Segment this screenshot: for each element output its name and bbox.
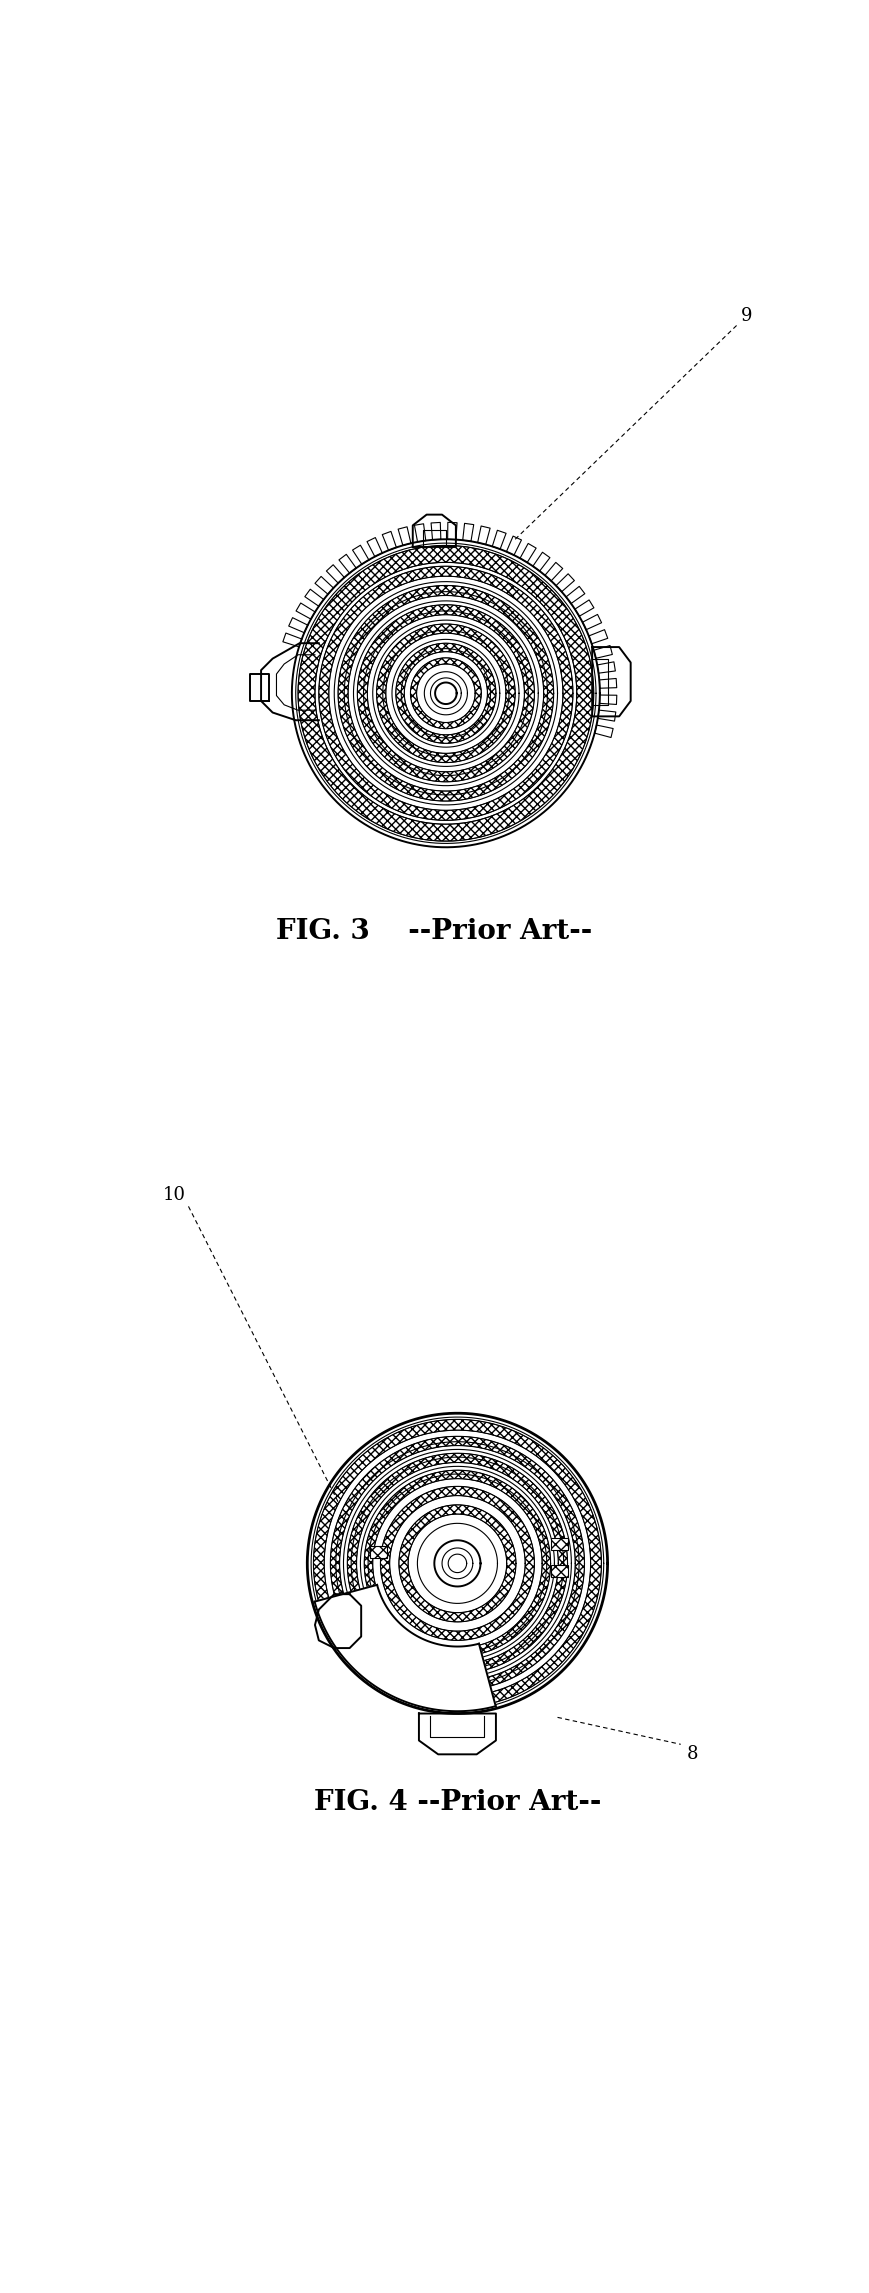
Text: 9: 9 [740,307,751,326]
Polygon shape [434,683,456,704]
Text: 10: 10 [163,1185,185,1204]
Text: FIG. 4 --Prior Art--: FIG. 4 --Prior Art-- [314,1789,600,1816]
Bar [551,1539,567,1550]
Text: 8: 8 [686,1745,697,1763]
Polygon shape [434,1541,480,1587]
Text: FIG. 3    --Prior Art--: FIG. 3 --Prior Art-- [275,919,592,945]
Bar [370,1545,387,1557]
Bar [551,1564,567,1578]
Polygon shape [315,1584,495,1711]
